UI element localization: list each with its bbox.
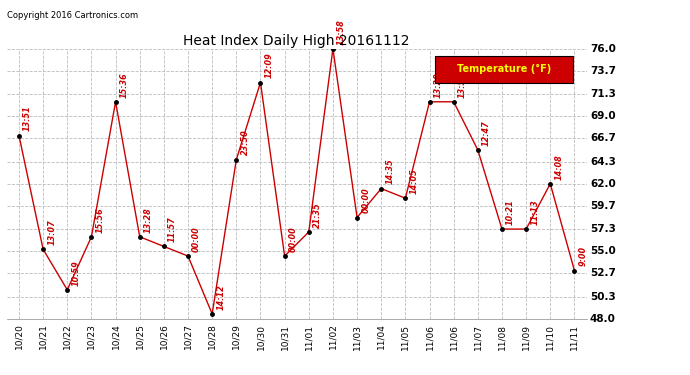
Text: 00:00: 00:00 <box>362 188 371 213</box>
Text: 13:07: 13:07 <box>48 219 57 245</box>
Text: 10:21: 10:21 <box>506 199 515 225</box>
Text: 62.0: 62.0 <box>590 179 615 189</box>
Text: 14:05: 14:05 <box>410 168 419 194</box>
Title: Heat Index Daily High 20161112: Heat Index Daily High 20161112 <box>184 34 410 48</box>
Text: 64.3: 64.3 <box>590 157 615 166</box>
Text: 48.0: 48.0 <box>590 314 615 324</box>
Text: 13:28: 13:28 <box>144 207 153 232</box>
Text: 13:51: 13:51 <box>23 106 32 131</box>
Text: 12:47: 12:47 <box>482 120 491 146</box>
Text: 52.7: 52.7 <box>590 268 615 278</box>
Text: 73.7: 73.7 <box>590 66 616 76</box>
Text: 23:50: 23:50 <box>241 130 250 156</box>
Text: 00:00: 00:00 <box>193 226 201 252</box>
Text: 57.3: 57.3 <box>590 224 615 234</box>
Text: Copyright 2016 Cartronics.com: Copyright 2016 Cartronics.com <box>7 11 138 20</box>
Text: 14:12: 14:12 <box>217 284 226 310</box>
Text: 13:53: 13:53 <box>458 72 467 98</box>
Text: 12:09: 12:09 <box>265 53 274 78</box>
Text: 15:36: 15:36 <box>120 72 129 98</box>
Text: 15:56: 15:56 <box>96 207 105 232</box>
Text: Temperature (°F): Temperature (°F) <box>457 64 551 74</box>
Text: 76.0: 76.0 <box>590 44 615 54</box>
Text: 21:35: 21:35 <box>313 202 322 228</box>
Text: 11:57: 11:57 <box>168 216 177 242</box>
Text: 13:20: 13:20 <box>434 72 443 98</box>
Text: 55.0: 55.0 <box>590 246 615 256</box>
Text: 10:59: 10:59 <box>72 260 81 286</box>
Text: 9:00: 9:00 <box>579 246 588 266</box>
Text: 13:58: 13:58 <box>337 19 346 45</box>
Text: 50.3: 50.3 <box>590 292 615 302</box>
Text: 66.7: 66.7 <box>590 134 615 143</box>
Text: 11:13: 11:13 <box>531 199 540 225</box>
Text: 14:35: 14:35 <box>386 159 395 184</box>
Text: 00:00: 00:00 <box>289 226 298 252</box>
Text: 71.3: 71.3 <box>590 89 615 99</box>
Text: 14:08: 14:08 <box>555 154 564 180</box>
Text: 69.0: 69.0 <box>590 111 615 121</box>
Text: 59.7: 59.7 <box>590 201 615 211</box>
